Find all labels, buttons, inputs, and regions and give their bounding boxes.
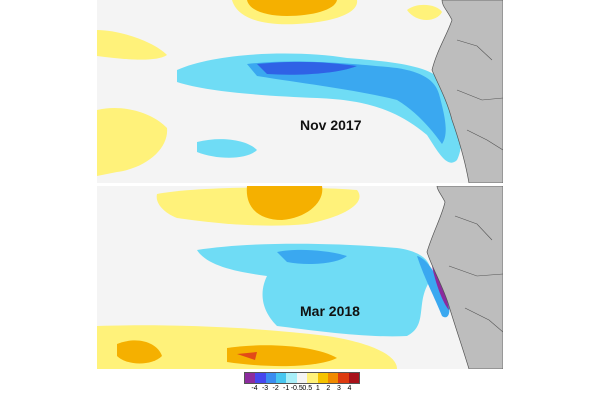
legend-tick-label: -2 [272,385,279,392]
legend-tick-label: -0.5 [290,385,303,392]
legend-tick-label: 4 [347,385,352,392]
warm-anomaly-core [246,186,323,220]
warm-anomaly-southwest [117,340,162,364]
legend-tick-label: 1 [315,385,320,392]
south-america-land [431,0,503,183]
legend-swatch [307,373,318,383]
cold-anomaly-outer [197,243,431,337]
map-svg-bottom [97,186,503,369]
legend-swatch [348,373,359,383]
legend-swatch [327,373,339,383]
legend-tick-label: 3 [336,385,341,392]
legend-swatch [276,373,287,383]
sst-anomaly-map-nov-2017 [97,0,503,183]
map-label-mar-2018: Mar 2018 [300,303,360,319]
legend-swatch [296,373,308,383]
country-borders [456,39,503,151]
legend-swatch [265,373,277,383]
coastal-cold-strong [432,266,449,310]
legend-tick-label: -3 [261,385,269,392]
cold-anomaly-patch [197,139,257,158]
legend-swatch [338,373,349,383]
country-borders [448,215,503,333]
legend-swatch [255,373,266,383]
warm-anomaly-strong [237,352,257,360]
warm-anomaly-south-core [227,345,337,367]
cold-tongue-core [257,61,357,75]
coastal-cold-mid [417,256,450,318]
color-scale-legend: -4 -3 -2 -1 -0.5 0.5 1 2 3 4 [244,372,360,394]
sst-anomaly-map-mar-2018 [97,186,503,369]
warm-anomaly-west [97,30,167,60]
cold-tongue-mid [247,61,446,144]
map-svg-top [97,0,503,183]
legend-tick-label: -4 [251,385,258,392]
warm-anomaly-southwest [97,108,168,176]
warm-anomaly-core [247,0,337,16]
warm-anomaly-coast [407,4,442,20]
legend-tick-label: -1 [283,385,290,392]
panel-divider [97,183,503,186]
legend-tick-label: 2 [326,385,331,392]
cold-anomaly-mid [277,249,347,264]
legend-tick-labels: -4 -3 -2 -1 -0.5 0.5 1 2 3 4 [244,384,360,394]
legend-swatch [245,373,256,383]
legend-tick-label: 0.5 [302,385,313,392]
legend-swatch [317,373,328,383]
legend-swatch [286,373,297,383]
map-label-nov-2017: Nov 2017 [300,117,362,133]
legend-color-bar [244,372,360,384]
